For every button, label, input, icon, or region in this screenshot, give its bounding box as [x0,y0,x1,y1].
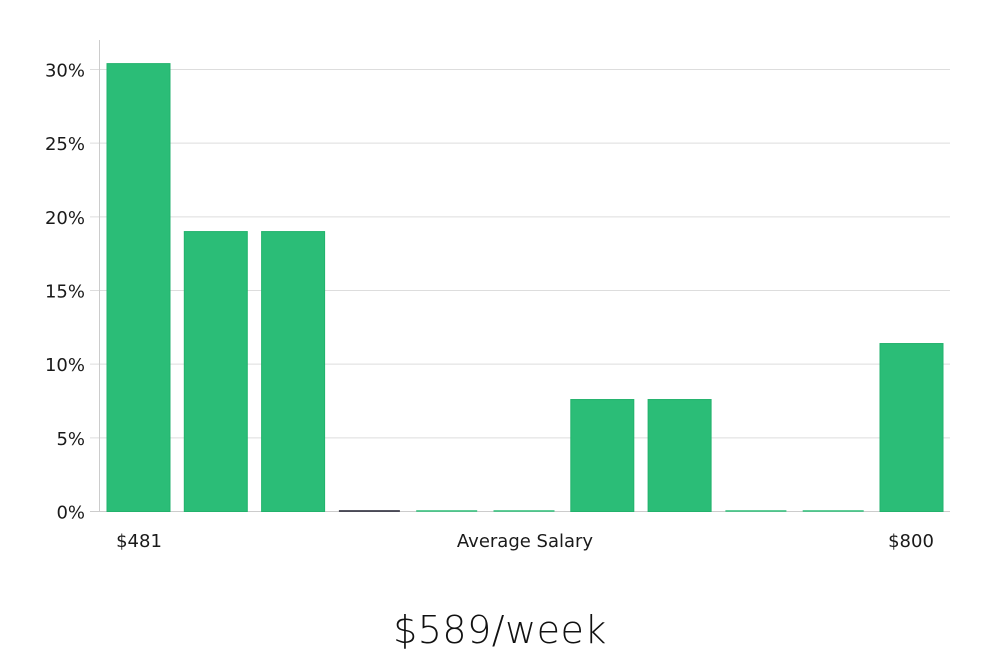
x-min-label: $481 [116,531,162,552]
histogram-bar [570,399,635,513]
y-tick-label: 0% [56,503,85,524]
y-tick-label: 15% [45,282,85,303]
y-tick-label: 5% [56,429,85,450]
x-axis-title: Average Salary [457,531,594,552]
histogram-bar [183,231,248,512]
y-tick-label: 25% [45,134,85,155]
y-axis-ticks: 0% 5% 10% 15% 20% 25% 30% [45,61,85,524]
salary-histogram: 0%5%10%15%20%25%30% $481 Average Salary … [45,40,950,552]
y-tick-label: 20% [45,208,85,229]
histogram-bar [879,343,944,513]
average-salary-summary: $589/week [393,608,607,652]
histogram-bar [106,63,171,513]
y-tick-label: 10% [45,355,85,376]
histogram-bar [261,231,326,512]
histogram-bar [647,399,712,513]
bars [106,63,944,513]
y-tick-label: 30% [45,61,85,82]
x-max-label: $800 [888,531,934,552]
